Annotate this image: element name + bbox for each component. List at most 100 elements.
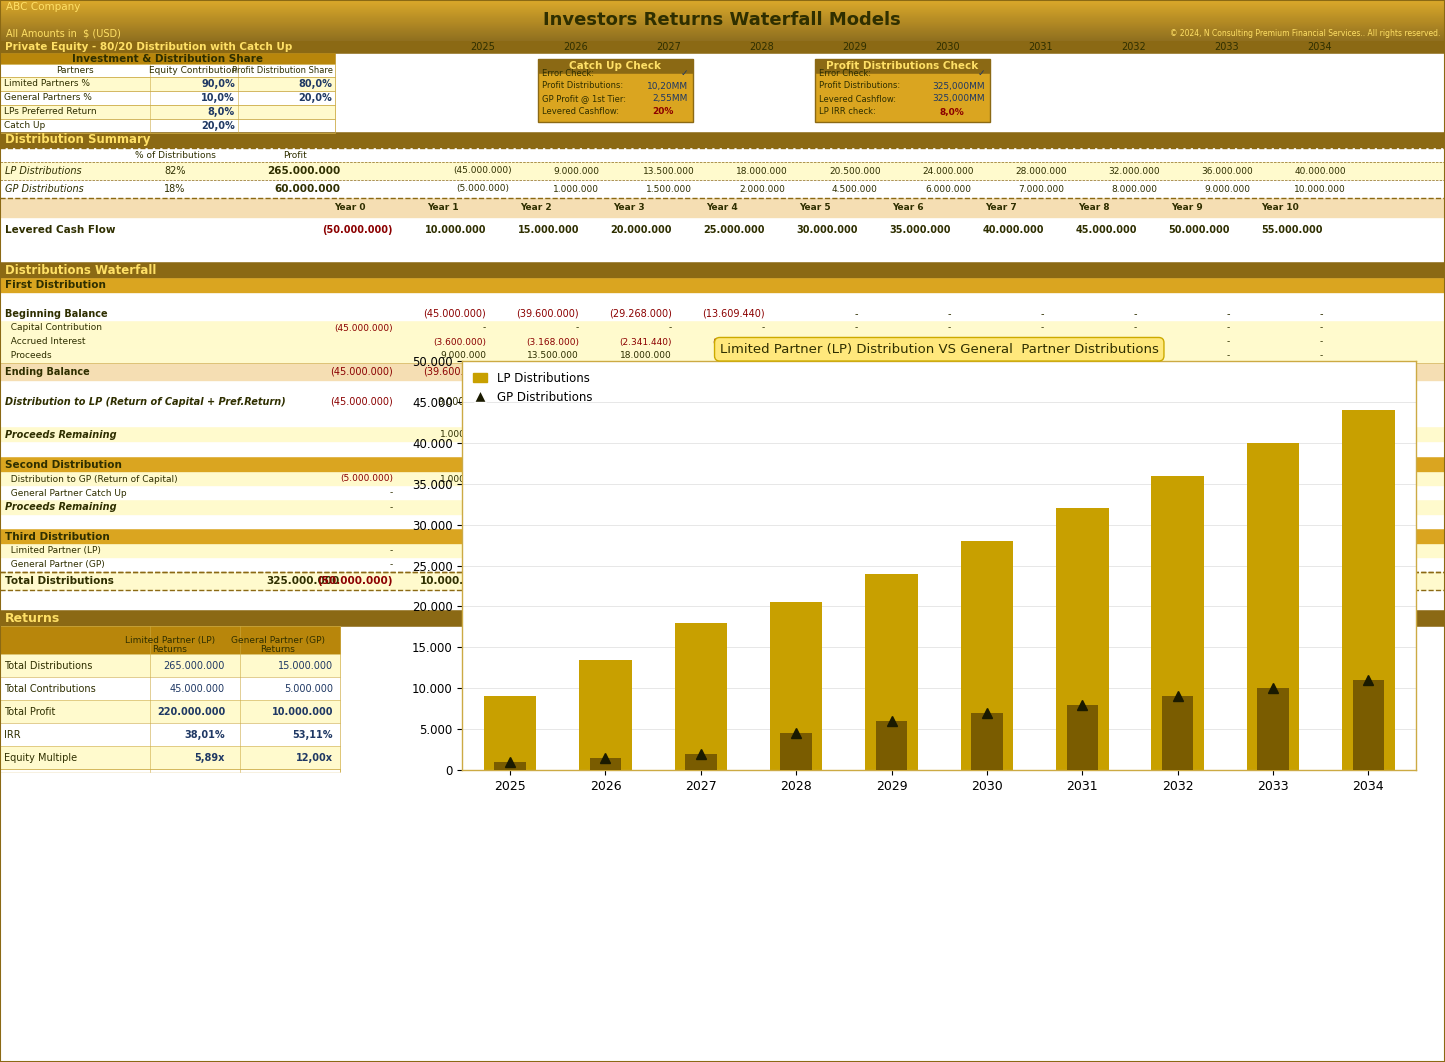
- Text: (29.268.000): (29.268.000): [516, 367, 579, 377]
- Text: 265.000.000: 265.000.000: [163, 661, 225, 671]
- Text: 2,55MM: 2,55MM: [653, 95, 688, 103]
- Text: Year 4: Year 4: [707, 204, 738, 212]
- Text: Returns: Returns: [153, 645, 188, 653]
- Text: Limited Partner (LP): Limited Partner (LP): [124, 636, 215, 646]
- Text: 500.000: 500.000: [728, 475, 764, 483]
- Bar: [0, 772, 1445, 1062]
- Text: 40.000.000: 40.000.000: [1178, 547, 1230, 555]
- Bar: [0, 321, 1445, 335]
- Text: Private Equity - 80/20 Distribution with Catch Up: Private Equity - 80/20 Distribution with…: [4, 41, 292, 51]
- Text: GP Profit @ 1st Tier:: GP Profit @ 1st Tier:: [542, 95, 626, 103]
- Bar: [579, 660, 631, 770]
- Text: -: -: [1319, 324, 1324, 332]
- Text: 50.000.000: 50.000.000: [1165, 576, 1230, 586]
- Bar: [0, 457, 1445, 472]
- Text: 2033: 2033: [1215, 41, 1240, 51]
- Text: 1.500.000: 1.500.000: [533, 430, 579, 439]
- Text: (39.600.000): (39.600.000): [516, 309, 579, 319]
- Text: -: -: [948, 352, 951, 360]
- Text: 30.000.000: 30.000.000: [806, 503, 858, 512]
- Text: General Partner (GP): General Partner (GP): [231, 636, 325, 646]
- Text: 2.000.000: 2.000.000: [626, 475, 672, 483]
- Text: 6.000.000: 6.000.000: [925, 185, 971, 193]
- Text: 20.500.000: 20.500.000: [829, 167, 881, 175]
- Bar: [0, 381, 1445, 393]
- Text: 35.000.000: 35.000.000: [890, 225, 951, 235]
- Text: -: -: [1134, 324, 1137, 332]
- Bar: [770, 602, 822, 770]
- Text: -: -: [948, 475, 951, 483]
- Bar: [639, 106, 688, 117]
- Bar: [0, 654, 340, 676]
- Bar: [0, 119, 335, 133]
- Text: -: -: [1227, 352, 1230, 360]
- Text: -: -: [762, 367, 764, 377]
- Text: 50.000.000: 50.000.000: [1178, 503, 1230, 512]
- Text: -: -: [483, 489, 486, 497]
- Text: Total Profit: Total Profit: [4, 707, 55, 717]
- Bar: [1353, 680, 1384, 770]
- Text: (2.341.440): (2.341.440): [620, 338, 672, 346]
- Text: Year 2: Year 2: [520, 204, 552, 212]
- Bar: [0, 262, 1445, 278]
- Text: Equity Multiple: Equity Multiple: [4, 753, 77, 763]
- Text: Year 3: Year 3: [613, 204, 644, 212]
- Text: Year 6: Year 6: [892, 204, 923, 212]
- Text: 35.000.000: 35.000.000: [899, 503, 951, 512]
- Text: 45.000.000: 45.000.000: [1075, 225, 1137, 235]
- Text: -: -: [1319, 475, 1324, 483]
- Text: -: -: [1040, 489, 1043, 497]
- Text: (45.000.000): (45.000.000): [423, 309, 486, 319]
- Text: (13.609.440): (13.609.440): [610, 367, 672, 377]
- Text: © 2024, N Consulting Premium Financial Services.. All rights reserved.: © 2024, N Consulting Premium Financial S…: [1169, 30, 1441, 38]
- Text: 9.000.000: 9.000.000: [438, 397, 486, 407]
- Bar: [0, 544, 1445, 558]
- Text: -: -: [483, 503, 486, 512]
- Text: 10.000.000: 10.000.000: [1178, 561, 1230, 569]
- Text: Total Distributions: Total Distributions: [4, 576, 114, 586]
- Bar: [0, 676, 340, 700]
- Text: Year 7: Year 7: [985, 204, 1017, 212]
- Bar: [0, 198, 1445, 218]
- Text: -: -: [1227, 338, 1230, 346]
- Bar: [0, 105, 335, 119]
- Bar: [0, 132, 1445, 148]
- Text: 13.500.000: 13.500.000: [525, 397, 579, 407]
- Text: 40.000.000: 40.000.000: [993, 503, 1043, 512]
- Bar: [0, 746, 340, 769]
- Text: Profit Distributions Check: Profit Distributions Check: [827, 61, 978, 71]
- Text: -: -: [390, 503, 393, 512]
- Text: (50.000.000): (50.000.000): [322, 225, 393, 235]
- Text: 1.000.000: 1.000.000: [439, 430, 486, 439]
- Text: (5.000.000): (5.000.000): [457, 185, 510, 193]
- Bar: [1152, 476, 1204, 770]
- Bar: [1257, 688, 1289, 770]
- Text: Limited Partners %: Limited Partners %: [4, 80, 90, 88]
- Text: 2.000.000: 2.000.000: [626, 430, 672, 439]
- Text: -: -: [390, 489, 393, 497]
- Text: -: -: [575, 547, 579, 555]
- Bar: [0, 349, 1445, 363]
- Text: -: -: [1134, 475, 1137, 483]
- Text: 1.000.000: 1.000.000: [439, 475, 486, 483]
- Text: -: -: [669, 547, 672, 555]
- Text: Distribution Summary: Distribution Summary: [4, 134, 150, 147]
- Text: -: -: [855, 475, 858, 483]
- Text: -: -: [1134, 489, 1137, 497]
- Text: % of Distributions: % of Distributions: [134, 151, 215, 159]
- Bar: [961, 541, 1013, 770]
- Text: 7.252.256: 7.252.256: [720, 503, 764, 512]
- Text: -: -: [1227, 324, 1230, 332]
- Text: 45.000.000: 45.000.000: [1085, 503, 1137, 512]
- Text: -: -: [1227, 489, 1230, 497]
- Text: (39.600.000): (39.600.000): [423, 367, 486, 377]
- Text: 1.500.000: 1.500.000: [533, 475, 579, 483]
- Text: Limited Partner (LP): Limited Partner (LP): [4, 547, 101, 555]
- Text: -: -: [948, 324, 951, 332]
- Bar: [590, 757, 621, 770]
- Text: 45.000.000: 45.000.000: [1085, 430, 1137, 439]
- Text: 18.000.000: 18.000.000: [617, 397, 672, 407]
- Text: (45.000.000): (45.000.000): [331, 367, 393, 377]
- Bar: [920, 106, 985, 117]
- Text: -: -: [483, 324, 486, 332]
